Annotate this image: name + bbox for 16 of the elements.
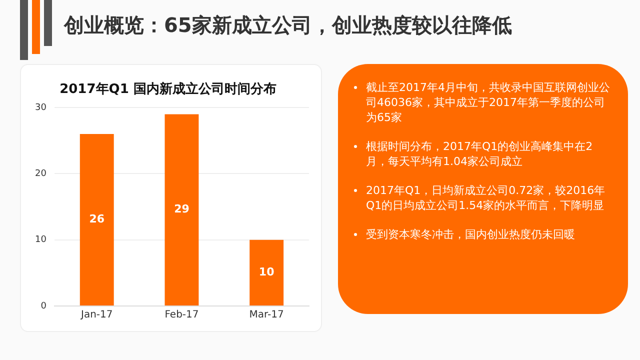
x-tick-label: Mar-17 bbox=[249, 310, 284, 321]
text: 根据时间分布，2017年Q1的创业高峰集中在2月，每天平均有1.04家公司成立 bbox=[366, 139, 594, 169]
x-tick-label: Feb-17 bbox=[164, 310, 199, 321]
text: 2017年Q1，日均新成立公司0.72家，较2016年Q1的日均成立公司1.54家的水平而言，下降明显 bbox=[366, 183, 606, 213]
y-tick-label: 20 bbox=[35, 169, 47, 180]
y-tick-label: 0 bbox=[40, 301, 47, 312]
y-tick-label: 10 bbox=[35, 235, 47, 246]
text: 截止至2017年4月中旬，共收录中国互联网创业公司46036家，其中成立于2017年第一季度的公司为65家 bbox=[366, 80, 610, 125]
y-tick-label: 30 bbox=[35, 102, 47, 113]
text: 受到资本寒冬冲击，国内创业热度仍未回暖 bbox=[366, 227, 575, 242]
x-tick-label: Jan-17 bbox=[80, 310, 113, 321]
data-label: 10 bbox=[258, 266, 275, 279]
data-label: 29 bbox=[174, 202, 190, 216]
chart-subtitle: 2017年Q1 国内新成立公司时间分布 bbox=[60, 81, 276, 98]
chart-title: 创业概览：65家新成立公司，创业热度较以往降低 bbox=[64, 12, 512, 39]
data-label: 26 bbox=[89, 212, 105, 226]
